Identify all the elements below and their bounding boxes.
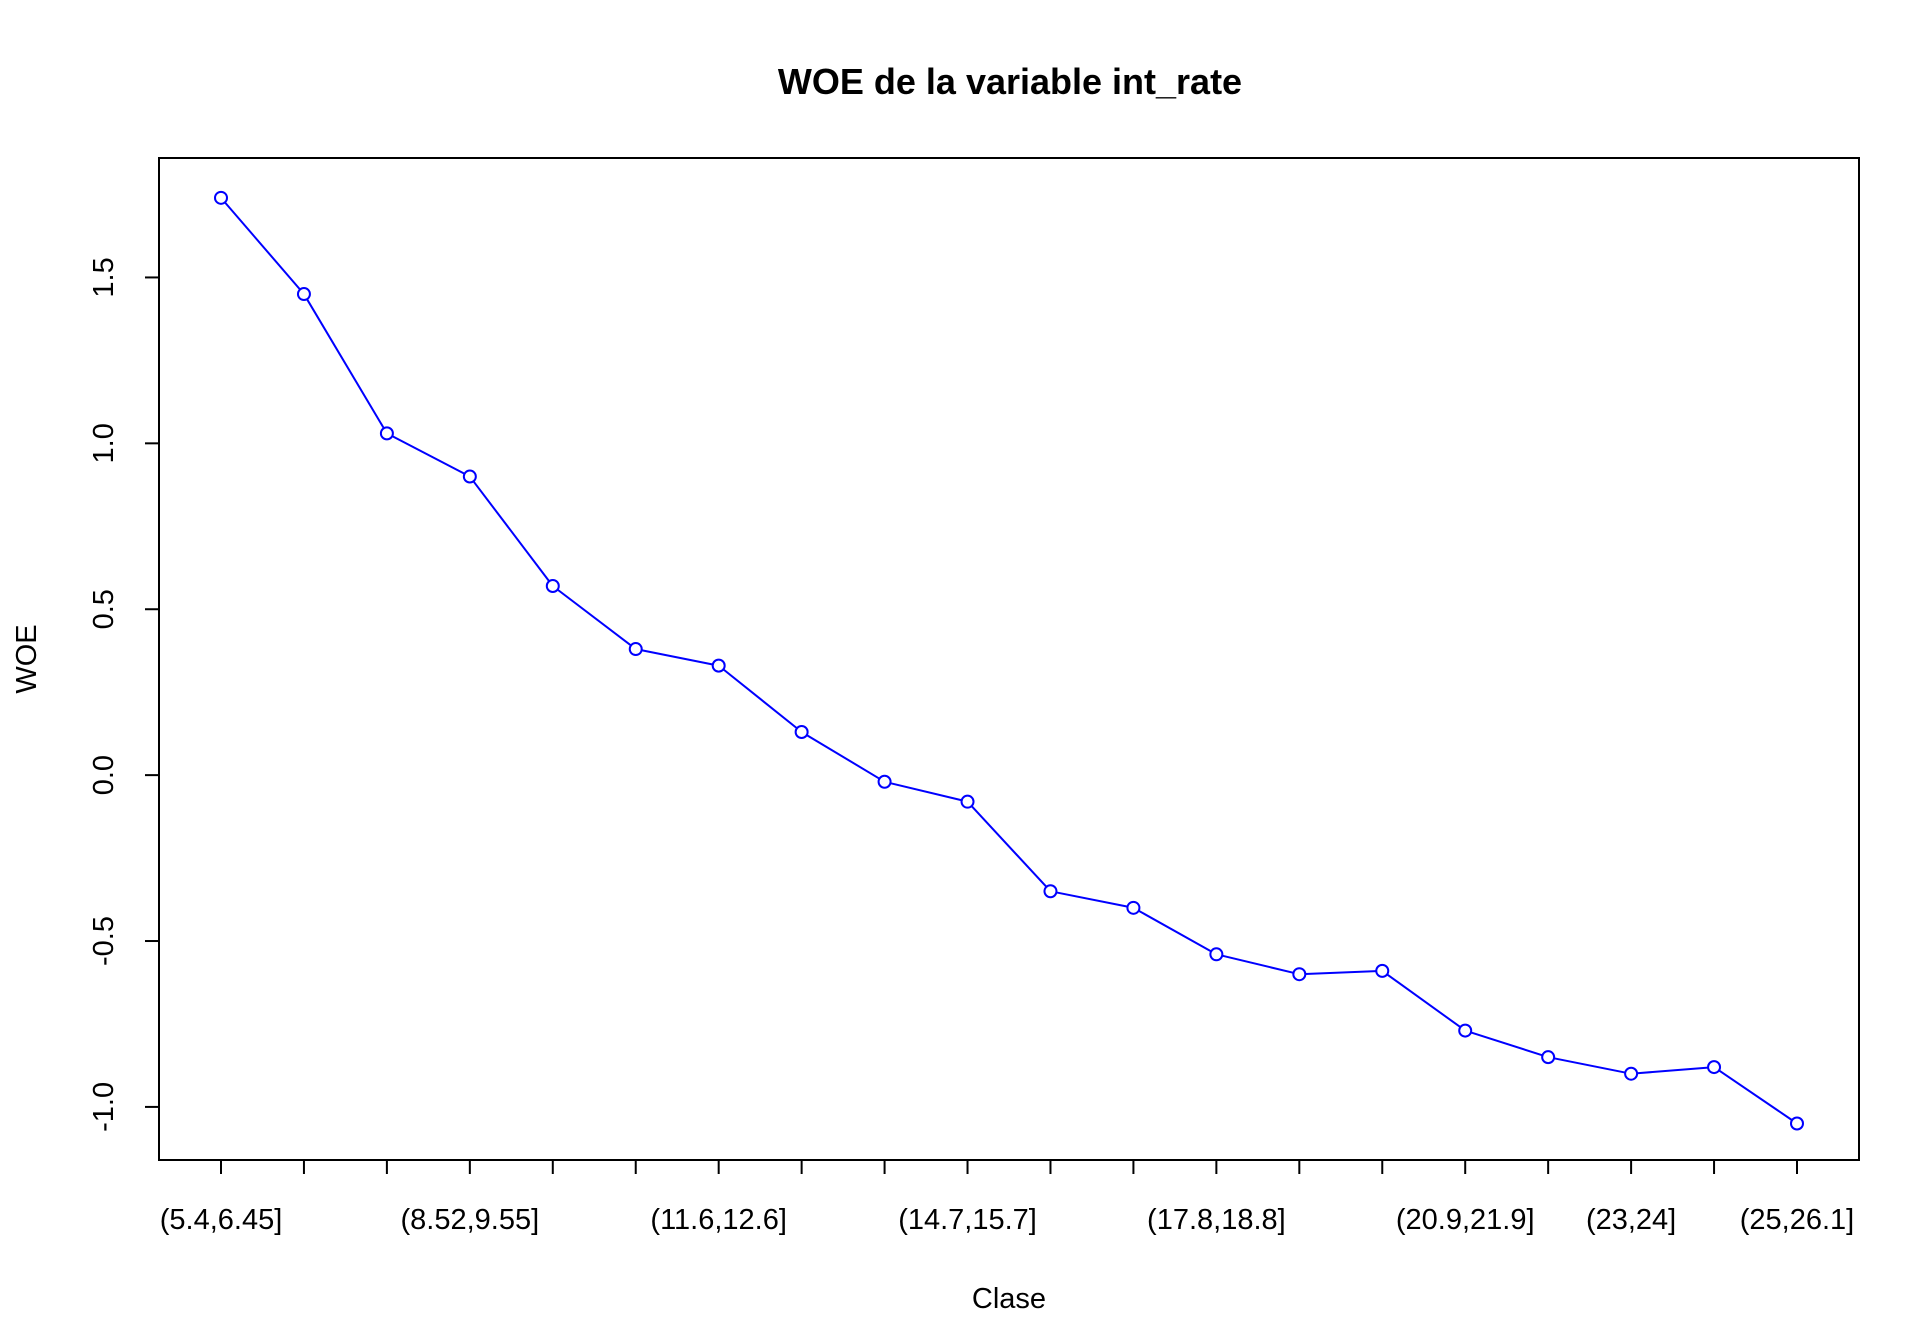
x-tick-label: (14.7,15.7] [898, 1204, 1037, 1236]
series-line-segment [306, 298, 385, 429]
series-line-segment [1305, 970, 1377, 975]
series-line-segment [722, 668, 798, 730]
y-tick-label: 0.5 [88, 589, 120, 629]
data-point [1624, 1066, 1639, 1081]
series-line-segment [890, 782, 962, 802]
data-point [1209, 947, 1224, 962]
data-point [628, 642, 643, 657]
x-tick-label: (11.6,12.6] [650, 1204, 787, 1236]
series-line-segment [1553, 1057, 1626, 1074]
x-axis-label: Clase [972, 1283, 1046, 1315]
data-point [1043, 884, 1058, 899]
y-tick-label: -1.0 [88, 1082, 120, 1132]
series-layer [214, 190, 1804, 1131]
chart-title: WOE de la variable int_rate [778, 61, 1242, 102]
data-point [711, 658, 726, 673]
y-tick-label: 1.0 [88, 423, 120, 463]
series-line-segment [472, 480, 550, 582]
series-line-segment [556, 588, 632, 647]
data-point [1707, 1060, 1722, 1075]
data-point [545, 579, 560, 594]
data-point [1458, 1023, 1473, 1038]
data-point [960, 794, 975, 809]
data-point [379, 426, 394, 441]
series-line-segment [391, 435, 465, 475]
x-tick-label: (8.52,9.55] [401, 1204, 540, 1236]
data-point [214, 190, 228, 205]
data-point [462, 469, 477, 484]
series-line-segment [1221, 954, 1294, 974]
series-line-segment [1470, 1031, 1543, 1057]
x-tick-label: (20.9,21.9] [1396, 1204, 1535, 1236]
x-axis: (5.4,6.45] (8.52,9.55] (11.6,12.6] (14.7,15… [160, 1160, 1854, 1236]
series-line-segment [970, 805, 1048, 888]
data-point [1790, 1116, 1804, 1131]
series-line-segment [1056, 891, 1128, 908]
data-point [1375, 963, 1390, 978]
y-axis: -1.0 -0.5 0.0 0.5 1.0 1.5 [88, 257, 159, 1132]
series-line-segment [1386, 973, 1461, 1028]
y-tick-label: -0.5 [88, 916, 120, 966]
x-tick-label: (25,26.1] [1740, 1204, 1854, 1236]
x-tick-label: (17.8,18.8] [1147, 1204, 1286, 1236]
plot-frame [158, 157, 1860, 1161]
x-tick-label: (5.4,6.45] [160, 1204, 283, 1236]
series-line-segment [1637, 1066, 1709, 1075]
y-tick-label: 0.0 [88, 755, 120, 795]
y-tick-label: 1.5 [88, 257, 120, 297]
data-point [794, 724, 809, 739]
data-point [1292, 967, 1307, 982]
x-tick-label: (23,24] [1586, 1204, 1676, 1236]
data-point [1541, 1050, 1556, 1065]
data-point [296, 287, 311, 302]
series-line-segment [641, 649, 713, 666]
data-point [877, 774, 892, 789]
y-axis-label: WOE [11, 624, 43, 693]
series-line-segment [224, 201, 301, 291]
series-line-segment [806, 734, 880, 780]
data-point [1126, 900, 1141, 915]
series-line-segment [1138, 909, 1212, 953]
series-line-segment [1718, 1069, 1793, 1121]
